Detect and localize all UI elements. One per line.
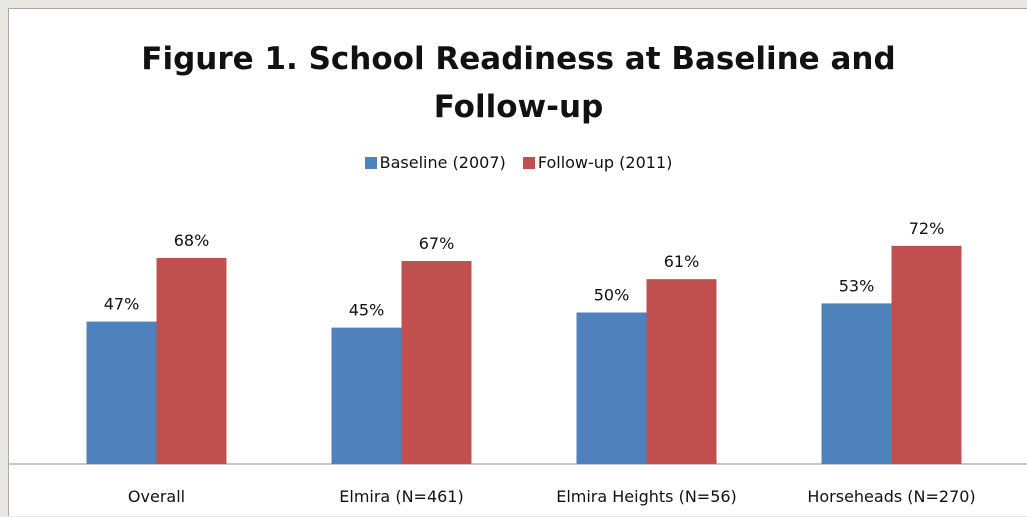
bar-baseline-2007-elmira-n-461	[331, 327, 402, 464]
x-tick-label-elmira-heights-n-56: Elmira Heights (N=56)	[556, 487, 737, 506]
plot-area: 47% 68% Overall 45% 67% Elmira (N=461) 50% 61% E…	[9, 219, 1027, 506]
data-label-follow-up-2011-elmira-n-461: 67%	[419, 234, 455, 253]
x-tick-label-elmira-n-461: Elmira (N=461)	[339, 487, 463, 506]
legend-swatch-baseline	[364, 157, 377, 169]
data-label-follow-up-2011-horseheads-n-270: 72%	[909, 219, 945, 238]
bar-baseline-2007-elmira-heights-n-56	[576, 312, 647, 464]
x-tick-label-horseheads-n-270: Horseheads (N=270)	[807, 487, 975, 506]
legend: Baseline (2007) Follow-up (2011)	[9, 153, 1027, 172]
data-label-follow-up-2011-elmira-heights-n-56: 61%	[664, 252, 700, 271]
data-label-baseline-2007-elmira-heights-n-56: 50%	[594, 286, 630, 305]
chart-title: Figure 1. School Readiness at Baseline a…	[9, 35, 1027, 131]
x-tick-label-overall: Overall	[128, 487, 185, 506]
bar-follow-up-2011-elmira-heights-n-56	[646, 279, 717, 464]
legend-item-baseline: Baseline (2007)	[364, 153, 506, 172]
bar-baseline-2007-horseheads-n-270	[821, 303, 892, 464]
data-label-follow-up-2011-overall: 68%	[174, 231, 210, 250]
legend-swatch-follow-up	[522, 157, 535, 169]
legend-label-follow-up: Follow-up (2011)	[537, 153, 673, 172]
bar-follow-up-2011-elmira-n-461	[401, 260, 472, 464]
bar-follow-up-2011-horseheads-n-270	[891, 245, 962, 464]
data-label-baseline-2007-elmira-n-461: 45%	[349, 301, 385, 320]
legend-label-baseline: Baseline (2007)	[379, 153, 506, 172]
data-label-baseline-2007-horseheads-n-270: 53%	[839, 276, 875, 295]
data-label-baseline-2007-overall: 47%	[104, 295, 140, 314]
bar-follow-up-2011-overall	[156, 257, 227, 464]
bar-baseline-2007-overall	[86, 321, 157, 464]
legend-item-follow-up: Follow-up (2011)	[522, 153, 673, 172]
chart-area: Figure 1. School Readiness at Baseline a…	[8, 8, 1027, 516]
chart-title-line-2: Follow-up	[433, 89, 604, 125]
chart-title-line-1: Figure 1. School Readiness at Baseline a…	[141, 41, 896, 77]
